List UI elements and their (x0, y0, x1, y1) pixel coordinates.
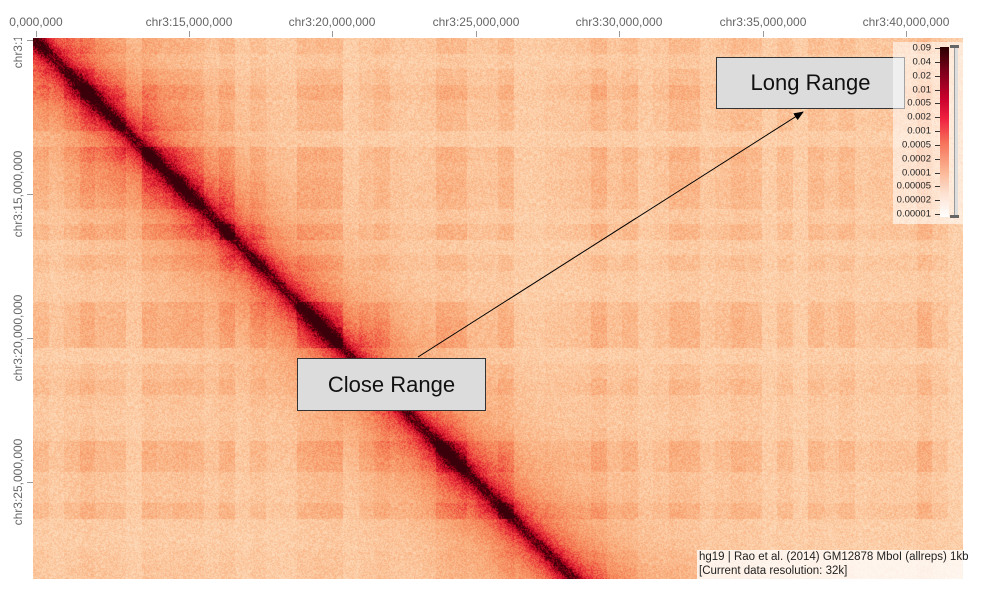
left-axis-tick-label: chr3:25,000,000 (11, 438, 25, 526)
data-resolution: [Current data resolution: 32k] (699, 565, 848, 577)
color-scale-slider[interactable] (954, 47, 958, 217)
legend-tick (935, 117, 940, 119)
legend-tick (935, 158, 940, 160)
legend-tick-label: 0.0002 (901, 153, 931, 165)
top-axis-tick (763, 31, 764, 37)
top-axis-tick (906, 31, 907, 37)
legend-tick-label: 0.00001 (896, 208, 931, 220)
dataset-info: hg19 | Rao et al. (2014) GM12878 MboI (a… (697, 550, 969, 580)
legend-tick-label: 0.001 (907, 125, 931, 137)
top-axis-tick-label: chr3:35,000,000 (719, 15, 807, 29)
color-scale-bottom-handle[interactable] (950, 215, 959, 218)
top-axis-tick-label: chr3:20,000,000 (288, 15, 376, 29)
close-range-callout: Close Range (297, 358, 486, 411)
top-axis-tick (332, 31, 333, 37)
legend-tick (935, 89, 940, 91)
legend-tick (935, 48, 940, 49)
legend-tick-label: 0.0001 (901, 167, 931, 178)
color-scale-top-handle[interactable] (950, 45, 959, 48)
legend-tick-label: 0.00002 (896, 194, 931, 206)
legend-tick (935, 103, 940, 105)
legend-tick (935, 131, 940, 132)
left-axis-tick (27, 338, 33, 339)
left-axis-tick-label: chr3:15,000,000 (11, 150, 25, 238)
close-range-label: Close Range (327, 371, 456, 397)
long-range-callout: Long Range (716, 57, 905, 109)
top-axis-tick (619, 31, 620, 37)
legend-tick-label: 0.04 (912, 56, 932, 68)
legend-tick (935, 172, 940, 174)
top-genomic-axis: 0,000,000 chr3:15,000,000 chr3:20,000,000 c… (0, 0, 989, 38)
top-axis-tick-label: chr3:40,000,000 (862, 15, 950, 29)
top-axis-tick-label: 0,000,000 (9, 15, 63, 29)
legend-tick-label: 0.005 (907, 97, 931, 109)
legend-tick (935, 61, 940, 63)
left-axis-tick (27, 482, 33, 483)
top-axis-tick-label: chr3:15,000,000 (145, 15, 233, 29)
left-axis-tick-label: chr3:10,00 (11, 38, 25, 69)
top-axis-tick (189, 31, 190, 37)
color-scale-bar (940, 47, 949, 217)
legend-tick-label: 0.09 (912, 42, 932, 54)
top-axis-tick-label: chr3:30,000,000 (575, 15, 663, 29)
legend-tick (935, 144, 940, 146)
legend-tick (935, 200, 940, 202)
legend-tick (935, 75, 940, 77)
long-range-label: Long Range (750, 70, 871, 95)
legend-tick (935, 186, 940, 188)
legend-tick (935, 214, 940, 215)
left-genomic-axis: chr3:10,00 chr3:15,000,000 chr3:20,000,000… (0, 38, 33, 579)
dataset-name: hg19 | Rao et al. (2014) GM12878 MboI (a… (699, 551, 969, 563)
contact-matrix-heatmap[interactable] (33, 38, 963, 579)
legend-tick-label: 0.0005 (901, 139, 931, 151)
color-scale-legend: 0.09 0.04 0.02 0.01 0.005 0.002 0.001 0.0005 0.0… (893, 42, 963, 224)
legend-tick-label: 0.02 (912, 70, 932, 82)
left-axis-tick-label: chr3:20,000,000 (11, 294, 25, 382)
legend-tick-label: 0.01 (912, 84, 932, 95)
top-axis-tick (36, 31, 37, 37)
legend-tick-label: 0.002 (907, 111, 931, 123)
top-axis-tick-label: chr3:25,000,000 (432, 15, 520, 29)
left-axis-tick (27, 194, 33, 195)
legend-tick-label: 0.00005 (896, 180, 931, 192)
left-axis-tick (27, 40, 33, 41)
top-axis-tick (476, 31, 477, 37)
heatmap-panel[interactable] (33, 38, 963, 579)
